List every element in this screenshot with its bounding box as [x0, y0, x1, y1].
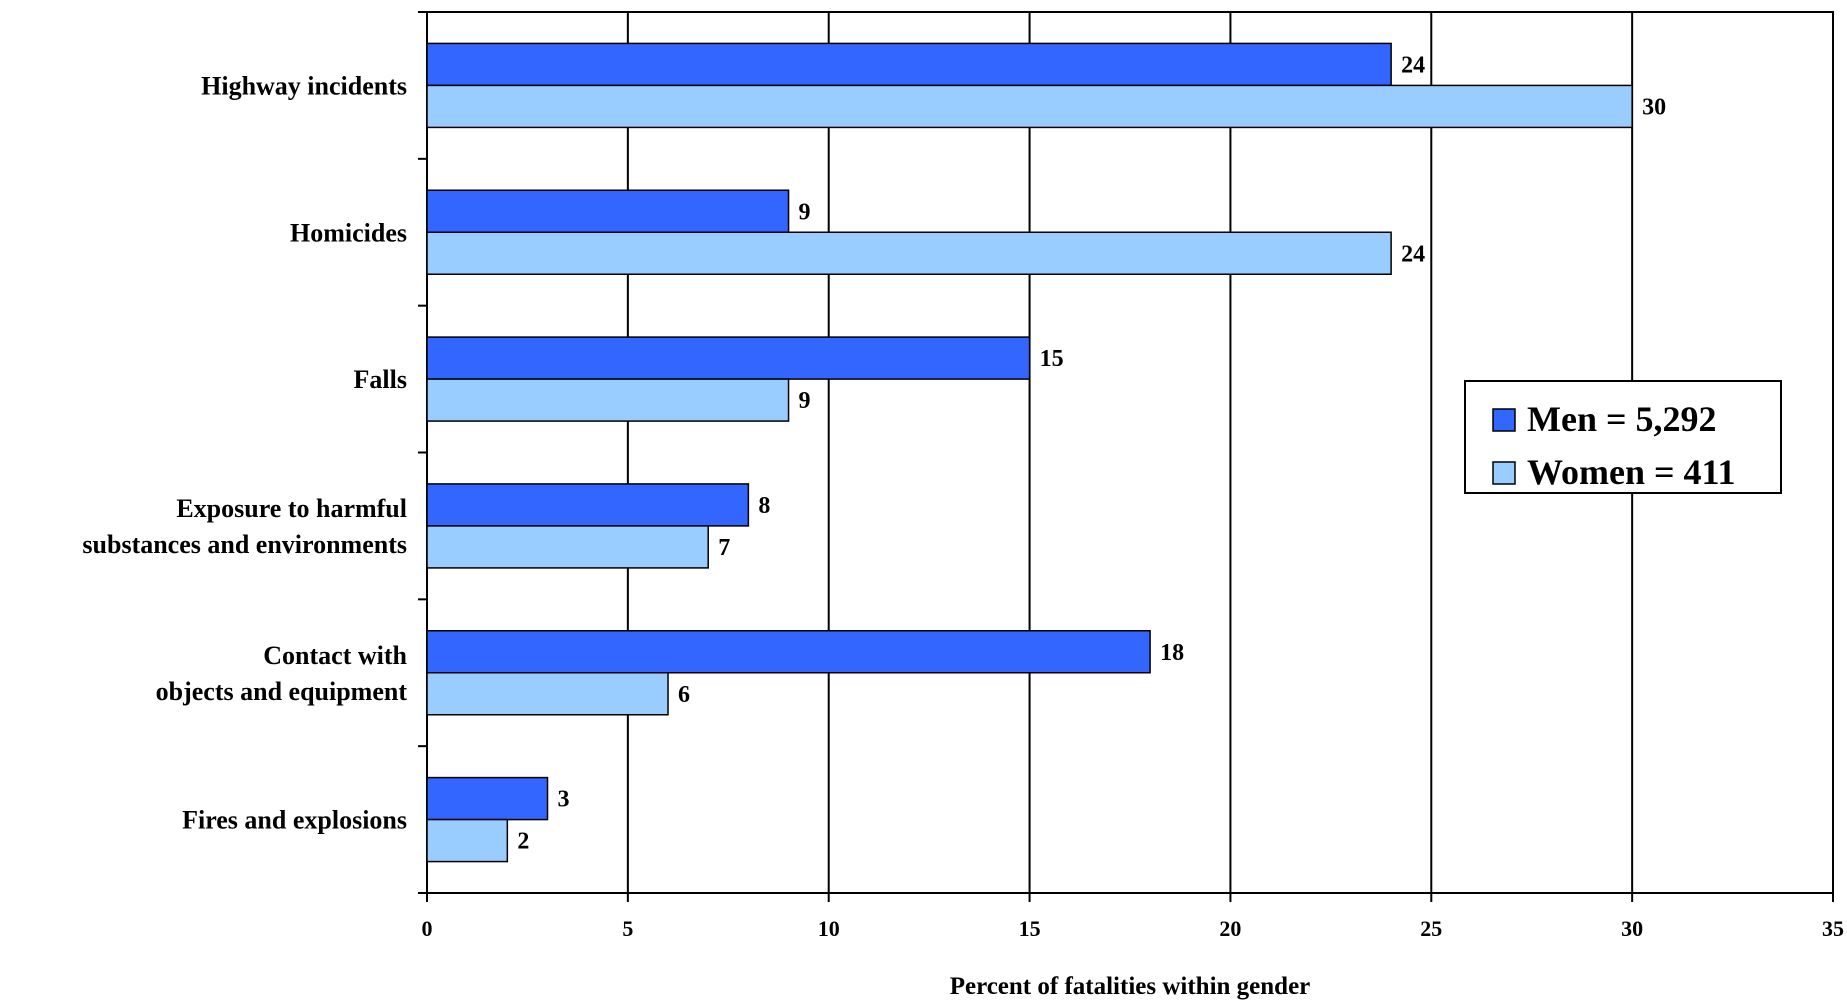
bar-men — [426, 42, 1392, 87]
legend-label: Women = 411 — [1527, 452, 1736, 492]
x-tick-label: 0 — [422, 916, 433, 941]
x-tick-labels: 0 5 10 15 20 25 30 35 — [422, 916, 1845, 941]
x-tick-label: 30 — [1621, 916, 1643, 941]
bar-women — [426, 231, 1392, 275]
legend-swatch — [1492, 461, 1516, 485]
data-label: 2 — [517, 829, 529, 855]
data-label: 6 — [678, 682, 690, 708]
category-label: Exposure to harmful — [176, 494, 407, 523]
category-label: objects and equipment — [156, 677, 408, 706]
bar-women — [426, 525, 709, 569]
data-label: 7 — [718, 535, 730, 561]
bar-men — [426, 630, 1151, 674]
category-label: Highway incidents — [201, 71, 407, 100]
category-label: Fires and explosions — [182, 806, 407, 835]
data-labels: 24 30 9 24 15 9 8 7 18 6 3 2 — [517, 52, 1666, 854]
bars — [426, 42, 1633, 863]
x-tick-label: 5 — [622, 916, 633, 941]
category-label: Homicides — [290, 218, 407, 247]
data-label: 30 — [1642, 94, 1666, 120]
data-label: 8 — [758, 493, 770, 519]
category-labels: Highway incidents Homicides Falls Exposure … — [82, 71, 407, 834]
legend-swatch — [1492, 408, 1516, 432]
category-label: substances and environments — [82, 530, 407, 559]
data-label: 9 — [799, 388, 811, 414]
bar-men — [426, 189, 790, 233]
x-tick-label: 15 — [1019, 916, 1041, 941]
data-label: 24 — [1401, 52, 1425, 78]
category-label: Falls — [354, 365, 407, 394]
bar-men — [426, 776, 549, 821]
data-label: 18 — [1160, 640, 1184, 666]
category-label: Contact with — [263, 641, 407, 670]
legend-box — [1464, 380, 1782, 494]
bar-women — [426, 672, 669, 716]
x-tick-label: 25 — [1420, 916, 1442, 941]
data-label: 24 — [1401, 241, 1425, 267]
bar-men — [426, 336, 1031, 380]
bar-women — [426, 818, 509, 863]
data-label: 3 — [558, 787, 570, 813]
x-tick-label: 20 — [1219, 916, 1241, 941]
gridlines — [418, 11, 1834, 902]
legend: Men = 5,292 Women = 411 — [1464, 380, 1782, 494]
x-tick-label: 10 — [818, 916, 840, 941]
bar-men — [426, 483, 750, 527]
legend-label: Men = 5,292 — [1527, 399, 1717, 439]
bar-women — [426, 84, 1633, 129]
x-axis-title: Percent of fatalities within gender — [950, 973, 1311, 1000]
x-tick-label: 35 — [1822, 916, 1844, 941]
data-label: 15 — [1040, 346, 1064, 372]
bar-women — [426, 378, 790, 422]
data-label: 9 — [799, 199, 811, 225]
